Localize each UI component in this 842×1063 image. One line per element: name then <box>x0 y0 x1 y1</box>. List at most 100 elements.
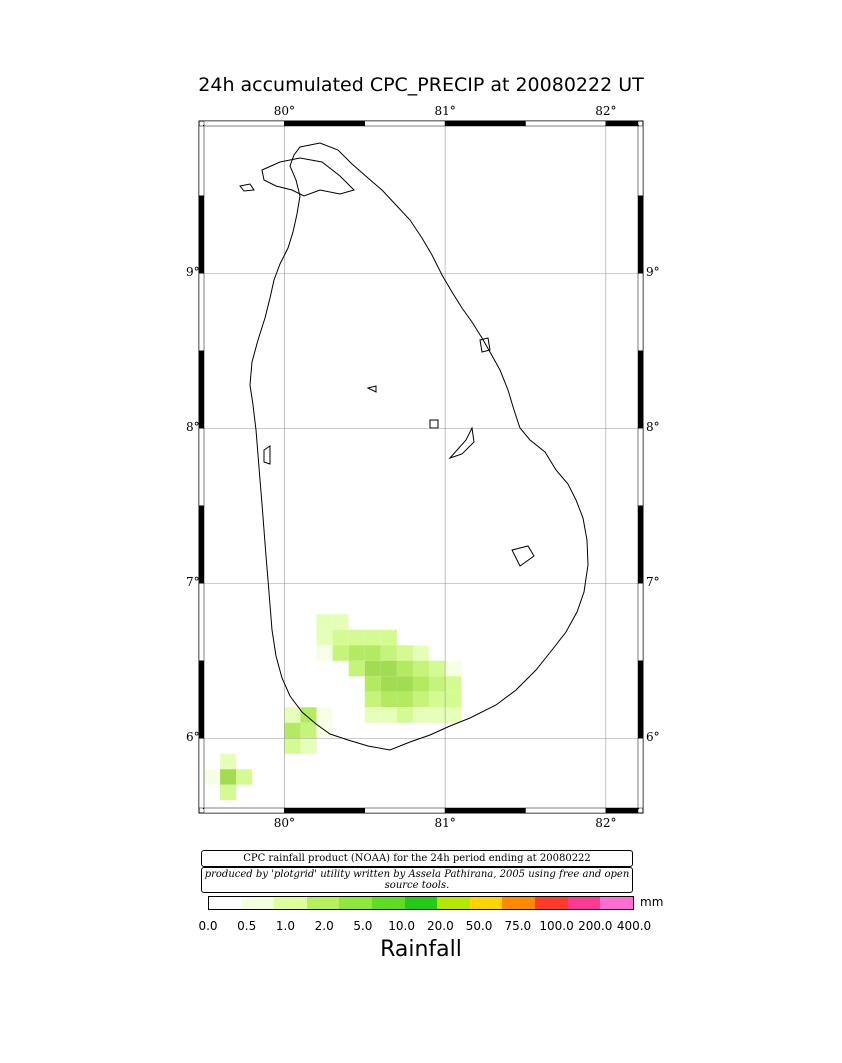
map-frame <box>198 120 644 814</box>
frame-bar-top <box>525 120 607 127</box>
colorbar-title: Rainfall <box>380 937 462 962</box>
colorbar-swatch <box>567 897 601 909</box>
rain-cell <box>380 645 397 661</box>
lat-label-left-7: 7° <box>186 575 200 590</box>
rain-cell <box>396 676 413 692</box>
colorbar-swatch <box>241 897 275 909</box>
colorbar-swatch <box>372 897 405 909</box>
mannar-island <box>239 183 255 192</box>
lat-label-left-6: 6° <box>186 730 200 745</box>
lon-label-bottom-81: 81° <box>434 816 456 830</box>
colorbar-swatch <box>437 897 470 909</box>
lat-label-left-8: 8° <box>186 420 200 435</box>
lat-label-right-7: 7° <box>646 575 660 590</box>
frame-bar-bottom <box>203 807 285 814</box>
rain-cell <box>380 691 397 708</box>
colorbar-tick-label: 2.0 <box>314 919 334 933</box>
rain-cell <box>300 738 317 754</box>
lake-1 <box>479 337 491 353</box>
colorbar-swatch <box>209 897 242 909</box>
rain-cell <box>429 691 446 708</box>
frame-bar-bottom <box>364 807 446 814</box>
frame-bar-left <box>198 428 205 506</box>
rain-cell <box>396 660 413 677</box>
colorbar-tick-label: 75.0 <box>504 919 532 933</box>
frame-bar-top <box>364 120 446 127</box>
rain-cell <box>284 738 301 754</box>
rain-cell <box>364 660 381 677</box>
frame-bar-left <box>198 273 205 351</box>
frame-bar-right <box>637 350 644 429</box>
frame-bar-top <box>284 120 365 127</box>
rain-cell <box>380 629 397 646</box>
rain-cell <box>284 707 301 723</box>
frame-bar-right <box>637 125 644 196</box>
rain-cell <box>300 707 317 723</box>
colorbar-tick-label: 5.0 <box>353 919 373 933</box>
rain-cell <box>284 722 301 739</box>
frame-bar-bottom <box>525 807 607 814</box>
rain-cell <box>429 707 446 723</box>
colorbar-tick-label: 50.0 <box>465 919 493 933</box>
rain-cell <box>396 691 413 708</box>
rain-cell <box>364 691 381 708</box>
frame-bar-left <box>198 505 205 584</box>
colorbar-unit: mm <box>640 895 664 909</box>
frame-bar-top <box>444 120 526 127</box>
frame-bar-top <box>605 120 639 127</box>
colorbar-swatch <box>469 897 503 909</box>
frame-bar-left <box>198 660 205 739</box>
colorbar-tick-label: 1.0 <box>275 919 295 933</box>
colorbar <box>208 896 634 910</box>
rain-cell <box>429 676 446 692</box>
lat-label-right-8: 8° <box>646 420 660 435</box>
rain-cell <box>348 660 365 677</box>
rain-cell <box>236 769 253 785</box>
rain-cell <box>316 629 333 646</box>
frame-bar-left <box>198 195 205 274</box>
rain-cell <box>220 753 237 770</box>
lon-label-top-82: 82° <box>595 104 617 118</box>
rain-cell <box>445 707 462 723</box>
frame-bar-right <box>637 738 644 809</box>
rain-cell <box>445 691 462 708</box>
colorbar-tick-label: 400.0 <box>616 919 652 933</box>
rain-cell <box>412 707 430 723</box>
colorbar-swatch <box>600 897 633 909</box>
rain-cell <box>380 676 397 692</box>
frame-bar-top <box>203 120 285 127</box>
lon-label-bottom-80: 80° <box>273 816 295 830</box>
frame-bar-left <box>198 738 205 809</box>
lake-5 <box>429 419 439 429</box>
lat-label-right-6: 6° <box>646 730 660 745</box>
frame-bar-right <box>637 505 644 584</box>
rain-cell <box>364 707 381 723</box>
colorbar-tick-label: 100.0 <box>539 919 574 933</box>
rain-cell <box>445 660 462 677</box>
sri-lanka-coastline <box>249 142 589 751</box>
rain-cell <box>332 629 349 646</box>
jaffna-peninsula <box>261 157 355 197</box>
rain-cell <box>396 707 413 723</box>
rain-cell <box>364 676 381 692</box>
rain-cell <box>348 645 365 661</box>
colorbar-tick-label: 200.0 <box>578 919 613 933</box>
rain-cell <box>396 645 413 661</box>
rainfall-cells <box>204 614 462 801</box>
rain-cell <box>364 629 381 646</box>
lake-2 <box>448 426 475 460</box>
colorbar-swatch <box>535 897 568 909</box>
rain-cell <box>380 660 397 677</box>
frame-bar-left <box>198 350 205 429</box>
frame-bar-bottom <box>444 807 526 814</box>
rain-cell <box>429 660 446 677</box>
colorbar-tick-label: 0.5 <box>237 919 257 933</box>
rain-cell <box>348 629 365 646</box>
frame-bar-right <box>637 195 644 274</box>
lake-3 <box>511 545 535 567</box>
rain-cell <box>220 784 237 801</box>
rain-cell <box>204 769 221 785</box>
rain-cell <box>412 645 430 661</box>
rain-cell <box>412 691 430 708</box>
